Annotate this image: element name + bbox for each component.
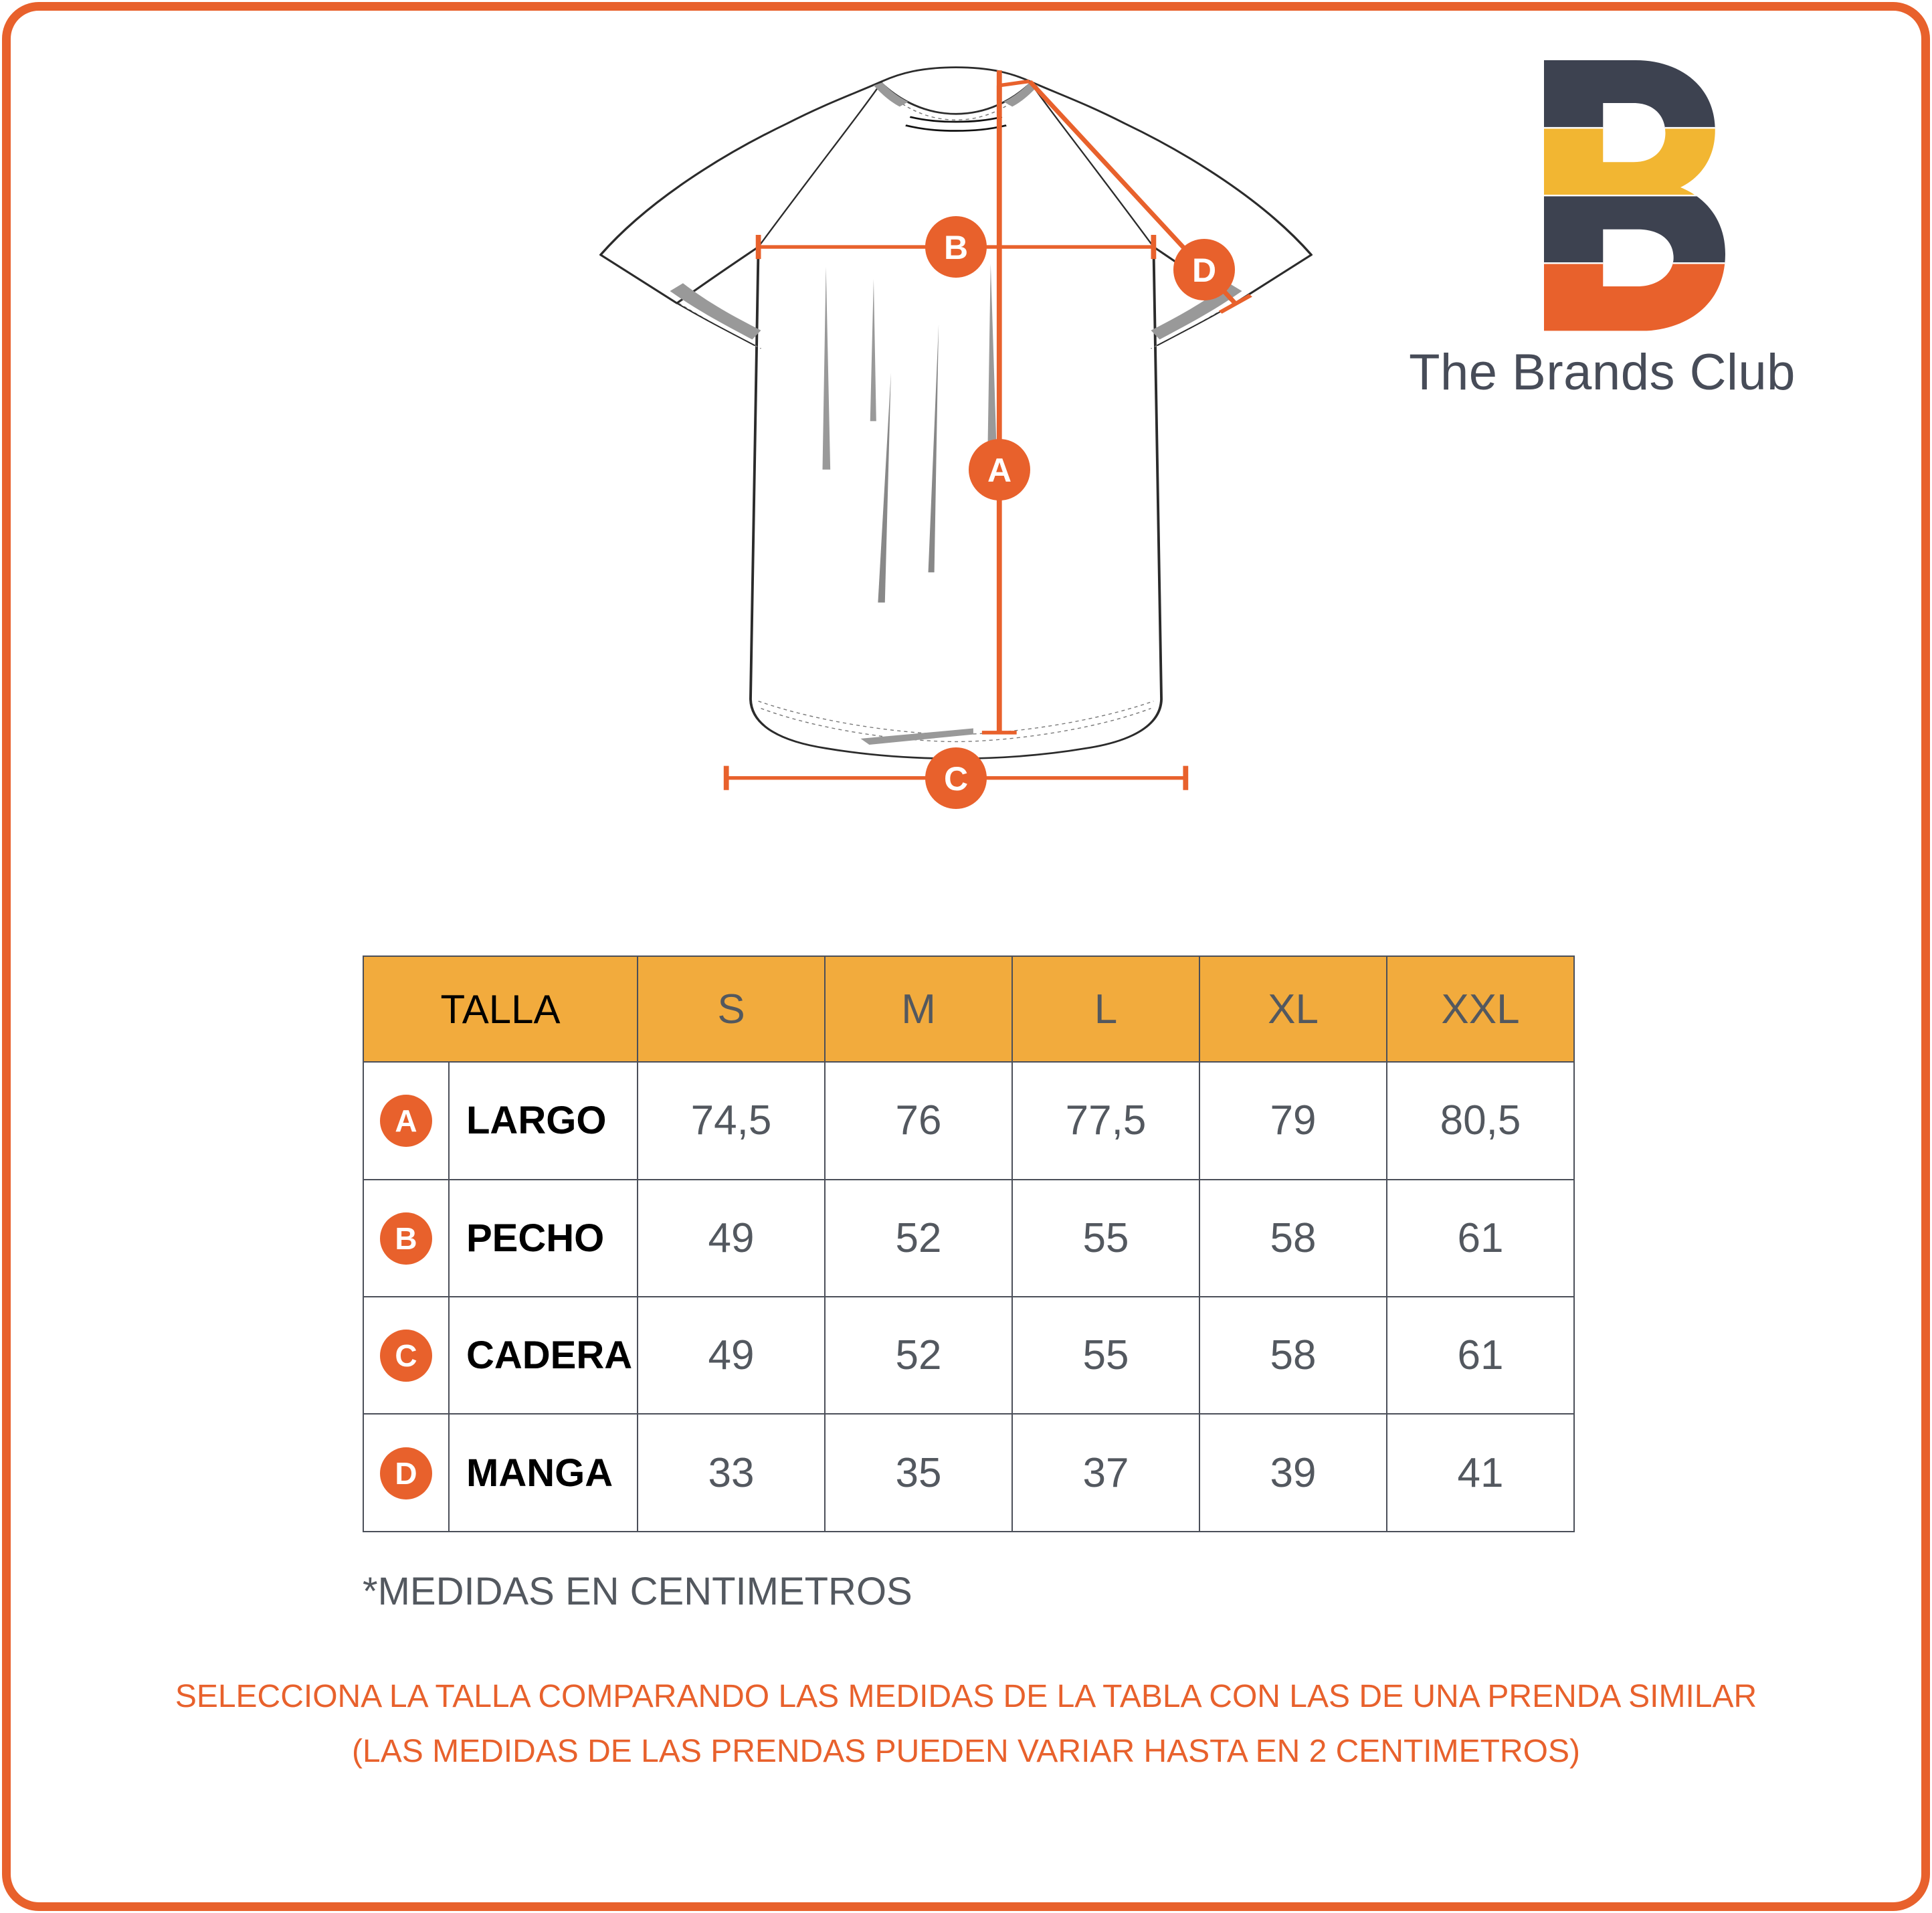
svg-text:D: D (1192, 252, 1216, 289)
svg-text:A: A (987, 452, 1011, 489)
svg-text:C: C (944, 760, 968, 798)
svg-text:B: B (944, 229, 968, 266)
